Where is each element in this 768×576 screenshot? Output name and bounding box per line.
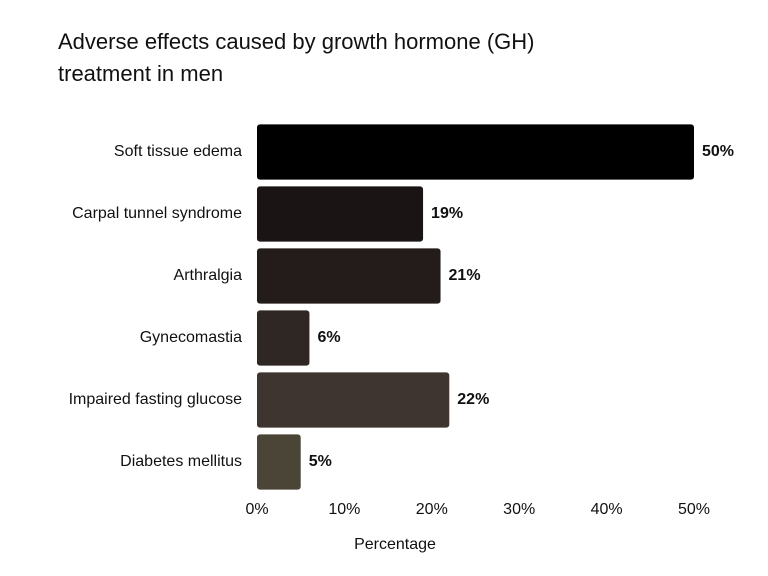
bar <box>257 248 441 304</box>
bar <box>257 372 450 428</box>
x-axis-label: Percentage <box>354 536 436 553</box>
x-tick-label: 30% <box>503 501 535 518</box>
x-tick-label: 40% <box>591 501 623 518</box>
x-tick-label: 10% <box>328 501 360 518</box>
x-tick-label: 0% <box>245 501 268 518</box>
y-tick-label: Soft tissue edema <box>114 143 242 160</box>
bar <box>257 186 424 242</box>
value-label: 6% <box>317 329 340 346</box>
bar <box>257 124 694 180</box>
bar <box>257 434 301 490</box>
x-tick-label: 20% <box>416 501 448 518</box>
value-label: 19% <box>431 205 463 222</box>
y-tick-label: Gynecomastia <box>140 329 242 346</box>
bar <box>257 310 310 366</box>
value-label: 50% <box>702 143 734 160</box>
x-tick-label: 50% <box>678 501 710 518</box>
value-label: 5% <box>309 453 332 470</box>
y-tick-label: Carpal tunnel syndrome <box>72 205 242 222</box>
value-label: 22% <box>457 391 489 408</box>
y-tick-label: Arthralgia <box>174 267 243 284</box>
y-tick-label: Diabetes mellitus <box>120 453 242 470</box>
value-label: 21% <box>449 267 481 284</box>
y-tick-label: Impaired fasting glucose <box>69 391 243 408</box>
chart-title: Adverse effects caused by growth hormone… <box>58 29 535 86</box>
